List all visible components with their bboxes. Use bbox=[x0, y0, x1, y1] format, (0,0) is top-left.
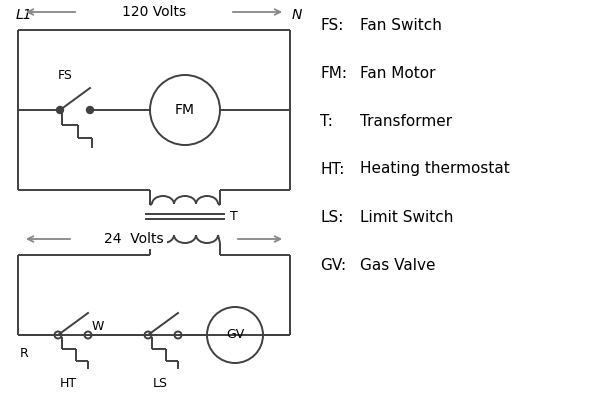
Text: GV:: GV: bbox=[320, 258, 346, 272]
Text: Fan Switch: Fan Switch bbox=[360, 18, 442, 32]
Text: GV: GV bbox=[226, 328, 244, 342]
Text: LS:: LS: bbox=[320, 210, 343, 224]
Text: HT: HT bbox=[60, 377, 77, 390]
Text: 24  Volts: 24 Volts bbox=[104, 232, 164, 246]
Text: FS: FS bbox=[58, 69, 73, 82]
Text: L1: L1 bbox=[16, 8, 32, 22]
Text: Gas Valve: Gas Valve bbox=[360, 258, 435, 272]
Circle shape bbox=[57, 106, 64, 114]
Text: T:: T: bbox=[320, 114, 333, 128]
Text: T: T bbox=[230, 210, 238, 223]
Text: FM: FM bbox=[175, 103, 195, 117]
Text: Fan Motor: Fan Motor bbox=[360, 66, 435, 80]
Text: 120 Volts: 120 Volts bbox=[122, 5, 186, 19]
Text: Transformer: Transformer bbox=[360, 114, 452, 128]
Text: Limit Switch: Limit Switch bbox=[360, 210, 453, 224]
Text: R: R bbox=[20, 347, 29, 360]
Text: N: N bbox=[292, 8, 302, 22]
Text: FS:: FS: bbox=[320, 18, 343, 32]
Text: Heating thermostat: Heating thermostat bbox=[360, 162, 510, 176]
Text: LS: LS bbox=[152, 377, 168, 390]
Circle shape bbox=[87, 106, 93, 114]
Text: W: W bbox=[92, 320, 104, 333]
Text: FM:: FM: bbox=[320, 66, 347, 80]
Text: HT:: HT: bbox=[320, 162, 345, 176]
